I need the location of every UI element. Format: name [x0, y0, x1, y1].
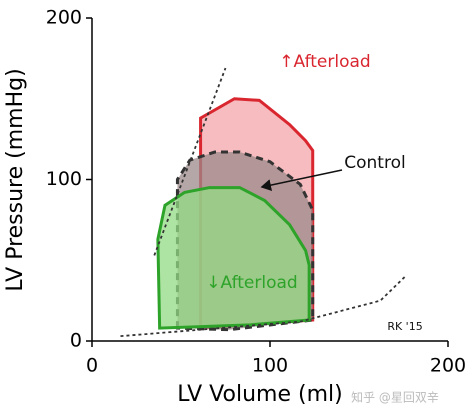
annotation-arrow [260, 169, 343, 191]
annotation: Control [344, 153, 405, 173]
x-tick-label: 0 [86, 355, 98, 377]
annotation: ↑Afterload [279, 52, 370, 72]
y-tick-label: 100 [46, 168, 82, 190]
annotation: ↓Afterload [206, 273, 297, 293]
relation-line [120, 275, 406, 338]
x-tick-label: 100 [252, 355, 288, 377]
annotation: 知乎 @星回双辛 [351, 391, 439, 405]
y-axis-label: LV Pressure (mmHg) [3, 68, 28, 291]
y-tick-label: 200 [46, 7, 82, 29]
x-axis-label: LV Volume (ml) [177, 382, 342, 407]
annotation: RK '15 [387, 320, 422, 333]
pv-loop [156, 186, 311, 330]
x-tick-label: 200 [430, 355, 466, 377]
y-tick-label: 0 [70, 330, 82, 352]
